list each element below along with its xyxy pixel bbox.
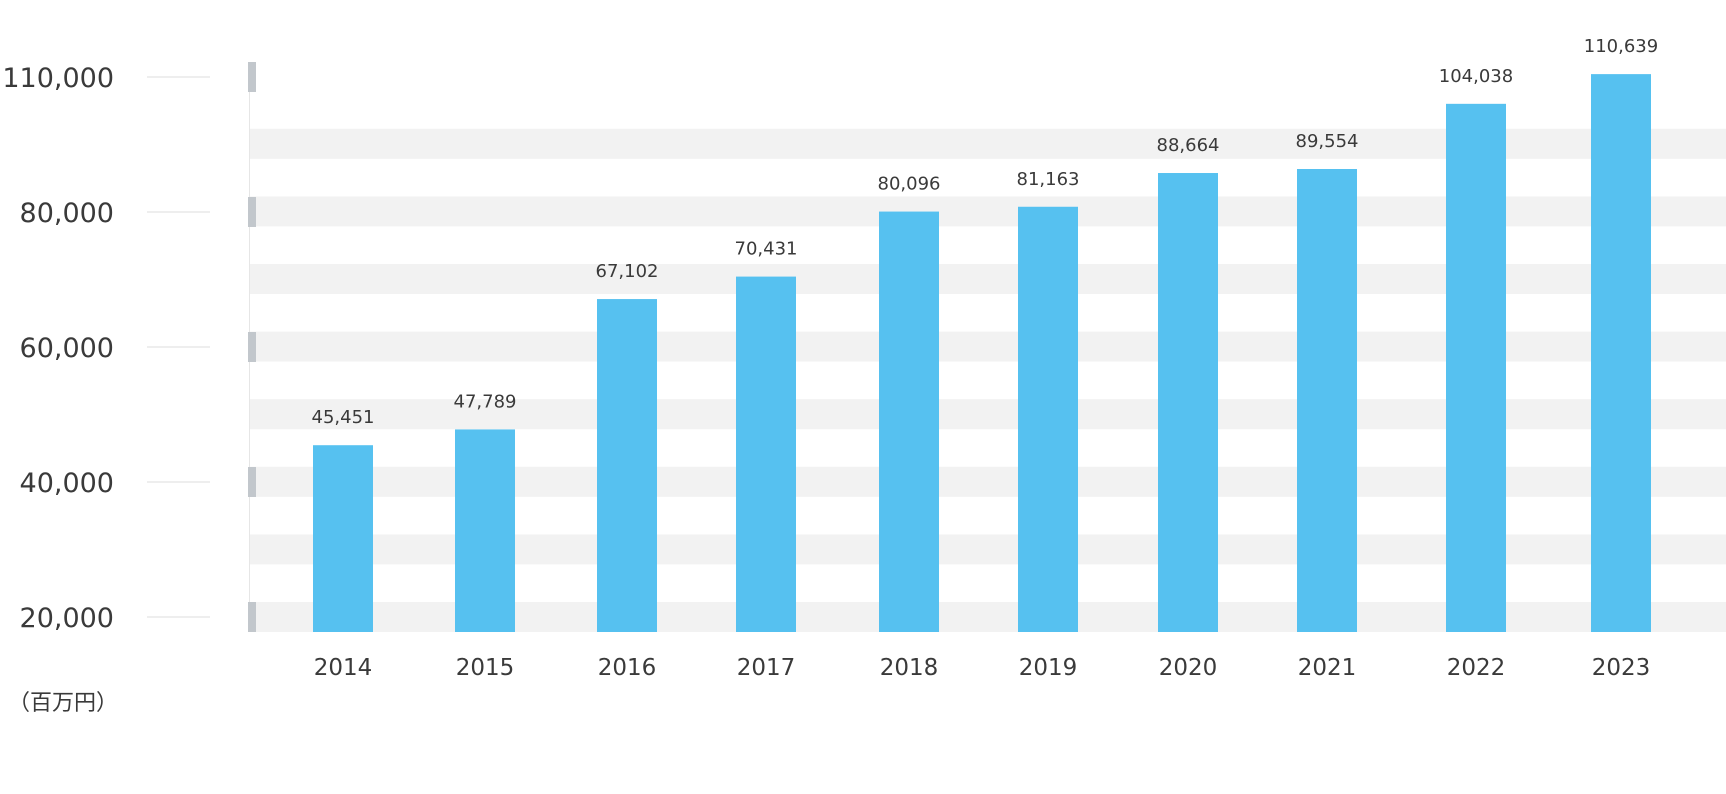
bar-2015: [455, 429, 515, 632]
bar-2022: [1446, 103, 1506, 633]
y-tick-marker: [248, 467, 256, 497]
data-label-2023: 110,639: [1584, 36, 1658, 57]
bar-series: [313, 74, 1651, 633]
x-tick-label-2023: 2023: [1592, 655, 1651, 681]
data-label-2016: 67,102: [596, 261, 659, 282]
x-tick-label-2019: 2019: [1019, 655, 1078, 681]
x-tick-label-2022: 2022: [1447, 655, 1506, 681]
bar-2017: [736, 276, 796, 632]
data-label-2014: 45,451: [312, 407, 375, 428]
x-tick-label-2014: 2014: [314, 655, 373, 681]
x-tick-label-2020: 2020: [1159, 655, 1218, 681]
y-axis: 20,000 40,000 60,000 80,000 110,000: [2, 62, 256, 634]
y-tick-label: 20,000: [20, 603, 114, 634]
data-label-2022: 104,038: [1439, 66, 1513, 87]
bar-2023: [1591, 74, 1651, 632]
data-label-2020: 88,664: [1157, 135, 1220, 156]
data-label-2018: 80,096: [878, 174, 941, 195]
x-tick-label-2017: 2017: [737, 655, 796, 681]
y-tick-label: 80,000: [20, 198, 114, 229]
bar-2021: [1297, 169, 1357, 632]
y-tick-marker: [248, 602, 256, 632]
bar-2019: [1018, 206, 1078, 633]
x-tick-label-2016: 2016: [598, 655, 657, 681]
x-tick-label-2015: 2015: [456, 655, 515, 681]
y-tick-marker: [248, 62, 256, 92]
x-tick-label-2021: 2021: [1298, 655, 1357, 681]
bar-2016: [597, 299, 657, 632]
y-tick-marker: [248, 197, 256, 227]
data-label-2015: 47,789: [454, 391, 517, 412]
data-labels: 45,451 47,789 67,102 70,431 80,096 81,163 88,6…: [312, 36, 1659, 428]
y-tick-marker: [248, 332, 256, 362]
bar-2018: [879, 211, 939, 632]
data-label-2019: 81,163: [1017, 169, 1080, 190]
y-tick-label: 40,000: [20, 468, 114, 499]
x-tick-label-2018: 2018: [880, 655, 939, 681]
data-label-2021: 89,554: [1296, 131, 1359, 152]
bar-2014: [313, 445, 373, 632]
y-tick-label: 110,000: [2, 63, 114, 94]
bar-2020: [1158, 173, 1218, 632]
data-label-2017: 70,431: [735, 239, 798, 260]
x-axis: 2014 2015 2016 2017 2018 2019 2020 2021 2022 2023: [314, 655, 1651, 681]
unit-label: （百万円）: [8, 691, 118, 716]
y-tick-label: 60,000: [20, 333, 114, 364]
